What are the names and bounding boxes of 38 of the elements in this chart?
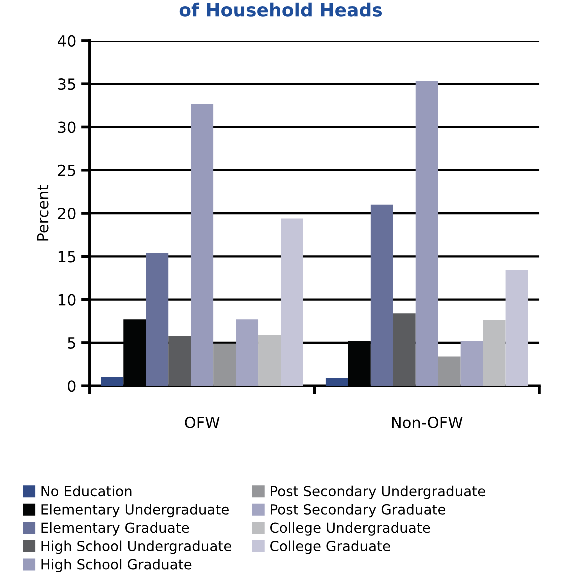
y-tick-label: 40	[58, 35, 76, 47]
bar	[168, 336, 192, 386]
y-tick-label: 20	[58, 208, 76, 220]
bar	[236, 320, 259, 386]
y-tick-label: 5	[68, 338, 76, 349]
y-tick-label: 25	[58, 164, 76, 176]
bar	[483, 320, 506, 386]
bar	[416, 82, 438, 386]
y-axis-title: Percent	[37, 185, 49, 241]
legend-label: No Education	[42, 486, 132, 497]
bar	[438, 356, 461, 386]
chart-title: of Household Heads	[180, 2, 382, 17]
y-tick-label: 0	[68, 380, 76, 392]
legend-label: High School Undergraduate	[42, 540, 232, 554]
bar	[214, 344, 236, 386]
bar	[146, 253, 169, 386]
legend-label: College Undergraduate	[270, 522, 430, 536]
x-tick-label: Non-OFW	[392, 416, 463, 428]
bar	[281, 218, 304, 386]
bar	[393, 314, 416, 386]
bar	[326, 378, 348, 386]
x-tick-label: OFW	[185, 416, 220, 428]
y-tick-label: 15	[58, 251, 76, 263]
legend-label: High School Graduate	[42, 559, 192, 572]
y-tick-label: 10	[58, 294, 76, 306]
legend-label: Post Secondary Undergraduate	[271, 486, 486, 500]
legend-label: Elementary Graduate	[42, 522, 190, 536]
bar	[258, 335, 281, 386]
bar	[506, 270, 528, 386]
legend-label: Elementary Undergraduate	[42, 504, 229, 518]
y-tick-label: 30	[58, 122, 76, 134]
y-tick-label: 35	[58, 78, 76, 90]
legend-label: Post Secondary Graduate	[271, 504, 446, 518]
bar	[191, 104, 214, 386]
bar	[101, 377, 124, 386]
bar	[370, 204, 394, 386]
legend-label: College Graduate	[270, 540, 390, 554]
bar	[460, 341, 484, 386]
